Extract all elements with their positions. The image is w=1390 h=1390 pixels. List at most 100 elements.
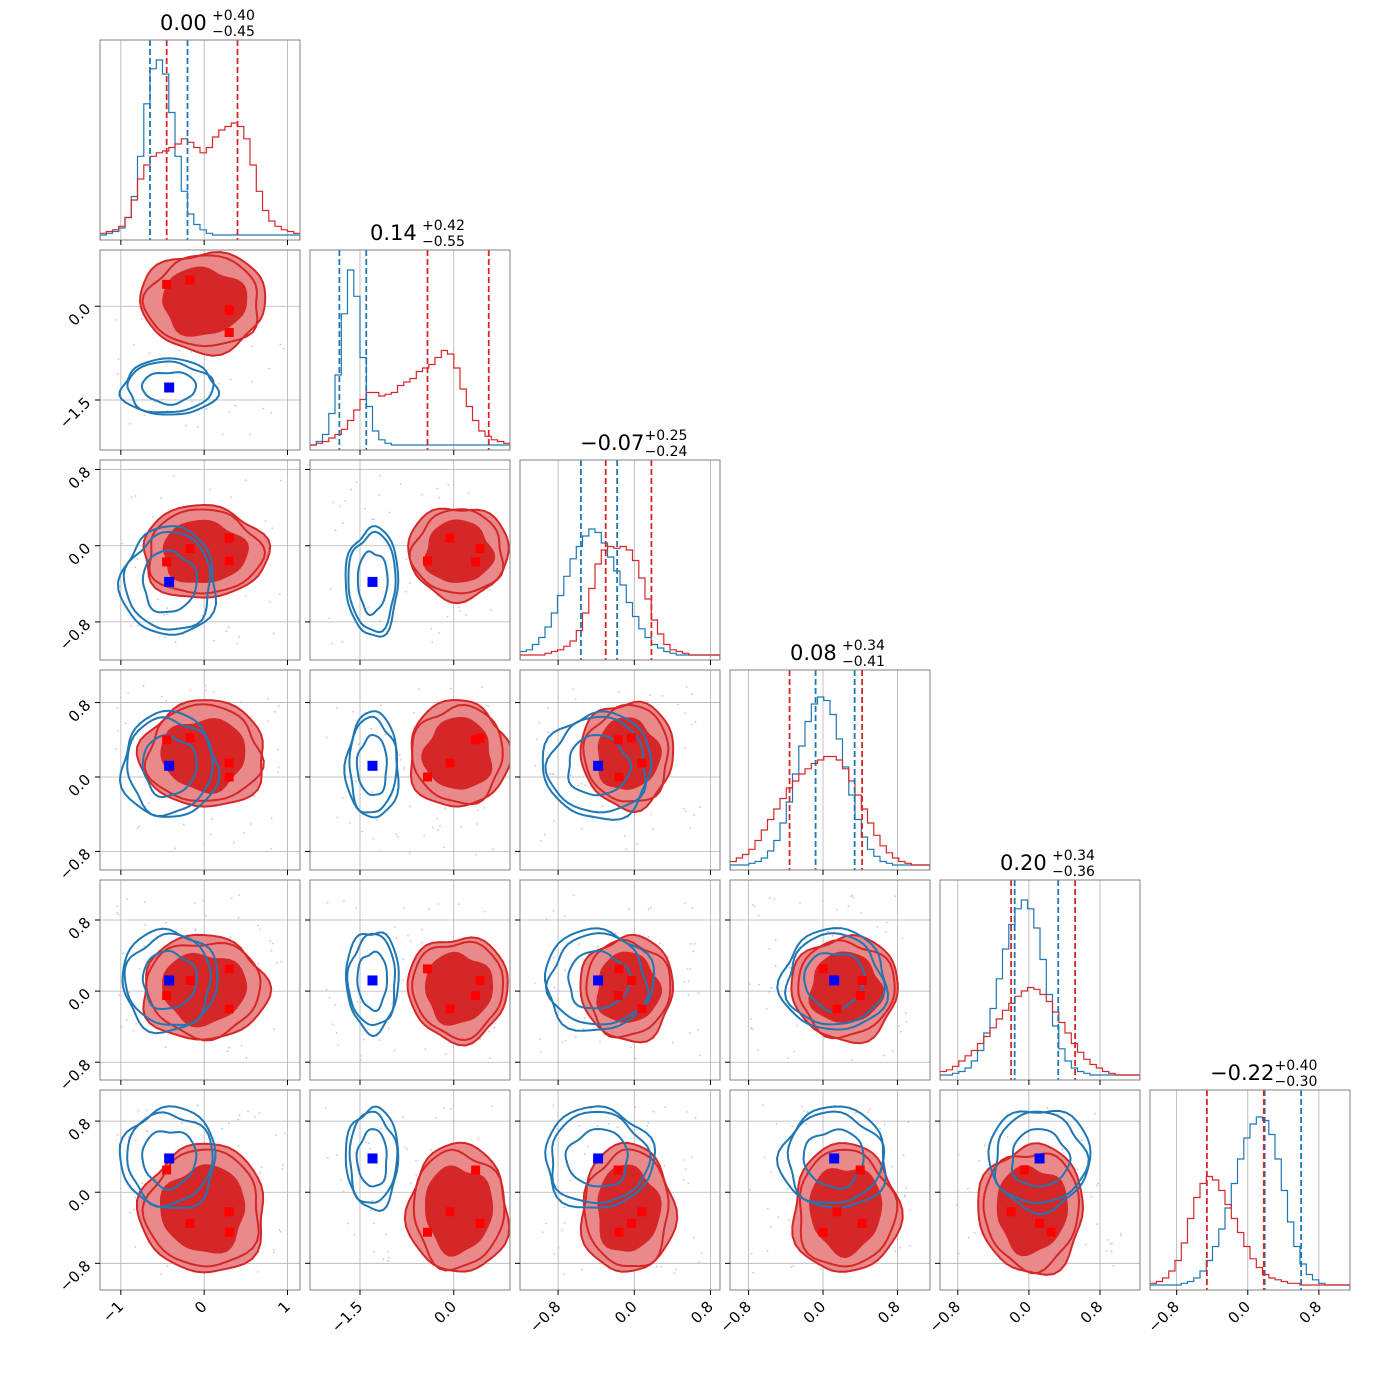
- scatter-dot: [430, 628, 433, 630]
- param-title-plus: +0.40: [1275, 1058, 1318, 1074]
- blue-contour-mid: [122, 530, 212, 631]
- blue-contour-mid: [786, 1110, 886, 1204]
- scatter-dot: [342, 797, 344, 799]
- blue-contour-mid: [347, 530, 397, 634]
- scatter-dot: [230, 897, 233, 900]
- scatter-dot: [431, 641, 433, 643]
- scatter-dot: [160, 497, 163, 500]
- scatter-dot: [331, 1023, 334, 1026]
- scatter-dot: [115, 748, 117, 750]
- scatter-dot: [421, 493, 423, 496]
- scatter-dot: [412, 711, 415, 714]
- scatter-dot: [245, 1056, 248, 1059]
- scatter-dot: [557, 1218, 560, 1220]
- red-mode-marker-1: [185, 275, 195, 285]
- scatter-dot: [697, 1028, 700, 1031]
- hist-blue: [310, 269, 510, 450]
- scatter-dot: [896, 1027, 899, 1029]
- scatter-dot: [1110, 1250, 1113, 1253]
- scatter-dot: [164, 1046, 167, 1048]
- panel-content: [310, 460, 510, 660]
- scatter-dot: [749, 983, 751, 985]
- scatter-dot: [819, 1268, 822, 1270]
- scatter-dot: [402, 768, 405, 771]
- scatter-dot: [371, 791, 374, 793]
- scatter-dot: [402, 958, 405, 961]
- panel-content: [520, 460, 720, 660]
- scatter-dot: [272, 632, 275, 635]
- blue-contour-outer: [117, 525, 218, 636]
- scatter-dot: [628, 908, 630, 911]
- blue-contour-inner: [355, 1128, 388, 1188]
- scatter-dot: [166, 1265, 169, 1268]
- scatter-dot: [160, 695, 163, 698]
- panel-content: [730, 670, 930, 870]
- param-title-plus: +0.42: [422, 218, 465, 234]
- blue-contour-mid: [783, 932, 887, 1026]
- scatter-dot: [978, 1159, 981, 1162]
- panel-frame: [99, 249, 301, 451]
- scatter-dot: [152, 516, 155, 519]
- scatter-dot: [281, 1167, 284, 1170]
- blue-contour-inner: [1010, 1128, 1072, 1188]
- tick-label-y-1: 0.0: [65, 985, 95, 1015]
- tick-label-x-1: 0.0: [800, 1298, 830, 1328]
- scatter-dot: [1111, 1242, 1113, 1245]
- scatter-dot: [211, 818, 214, 821]
- scatter-dot: [957, 1119, 959, 1121]
- red-contour-inner: [597, 1164, 662, 1252]
- scatter-dot: [250, 345, 253, 348]
- panel-5-4: −0.8 0.0 0.8: [926, 1089, 1141, 1336]
- scatter-dot: [271, 527, 274, 530]
- scatter-dot: [827, 930, 829, 933]
- scatter-dot: [617, 690, 620, 693]
- scatter-dot: [905, 1187, 908, 1189]
- scatter-dot: [335, 1032, 338, 1034]
- scatter-dot: [266, 720, 269, 723]
- panel-content: [310, 250, 510, 450]
- tick-label-y-0: −0.8: [56, 616, 94, 654]
- scatter-dot: [1105, 1250, 1108, 1252]
- scatter-dot: [133, 344, 135, 346]
- scatter-dot: [757, 1049, 760, 1051]
- scatter-dot: [407, 934, 409, 937]
- panel-0-0: 0.00 +0.40−0.45: [99, 8, 301, 245]
- scatter-dot: [237, 1118, 240, 1121]
- panel-content: [1150, 1090, 1350, 1290]
- param-title-minus: −0.41: [842, 654, 885, 670]
- scatter-dot: [636, 843, 638, 846]
- scatter-dot: [539, 839, 542, 842]
- scatter-dot: [424, 1048, 427, 1051]
- scatter-dot: [369, 1147, 371, 1150]
- scatter-dot: [488, 1030, 490, 1033]
- scatter-dot: [646, 1124, 648, 1127]
- scatter-dot: [402, 1116, 405, 1118]
- scatter-dot: [762, 1104, 764, 1107]
- scatter-dot: [763, 1156, 766, 1159]
- scatter-dot: [332, 501, 335, 504]
- scatter-dot: [751, 904, 754, 906]
- scatter-dot: [572, 894, 575, 897]
- scatter-dot: [450, 687, 453, 690]
- scatter-dot: [684, 712, 687, 715]
- panel-content: [520, 670, 720, 870]
- panel-content: [520, 880, 720, 1080]
- scatter-dot: [690, 1156, 693, 1159]
- scatter-dot: [1120, 1234, 1123, 1237]
- scatter-dot: [539, 1038, 541, 1040]
- scatter-dot: [269, 940, 272, 943]
- scatter-dot: [339, 1179, 342, 1182]
- panel-content: [310, 1090, 510, 1290]
- param-title-median: 0.20: [1000, 851, 1047, 875]
- scatter-dot: [909, 1245, 911, 1247]
- scatter-dot: [439, 824, 441, 827]
- scatter-dot: [249, 433, 251, 436]
- scatter-dot: [382, 1258, 385, 1261]
- blue-contour-inner: [803, 952, 866, 1013]
- scatter-dot: [193, 902, 196, 904]
- blue-truth-marker: [164, 760, 175, 771]
- scatter-dot: [747, 998, 750, 1001]
- scatter-dot: [405, 558, 408, 560]
- panel-5-1: −1.5 0.0: [305, 1089, 511, 1336]
- scatter-dot: [202, 899, 205, 902]
